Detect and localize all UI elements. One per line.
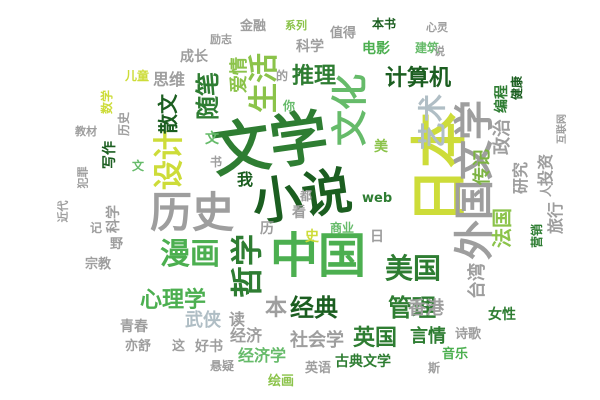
- word-ren: 人: [539, 184, 554, 198]
- word-read: 读: [229, 310, 246, 329]
- word-mei: 美: [374, 139, 388, 155]
- word-finance: 金融: [240, 19, 267, 34]
- word-ben: 本: [265, 296, 288, 321]
- word-martial-arts: 武侠: [185, 310, 221, 331]
- word-series: 系列: [285, 19, 307, 32]
- word-writing: 写作: [102, 141, 118, 169]
- word-math: 数学: [100, 89, 115, 115]
- word-this: 这: [172, 339, 186, 354]
- word-health: 健康: [510, 75, 525, 101]
- word-art: 艺术: [416, 93, 450, 151]
- word-travel: 旅行: [546, 201, 566, 235]
- word-thinking: 思维: [153, 70, 186, 89]
- word-shang: 商业: [330, 221, 355, 235]
- word-this-book: 本书: [372, 17, 397, 31]
- word-mystery: 推理: [292, 64, 337, 89]
- word-psychology: 心理学: [140, 288, 207, 313]
- word-research: 研究: [511, 161, 531, 195]
- word-investment: 投资: [536, 153, 556, 187]
- word-ri: 日: [370, 229, 384, 245]
- word-movie: 电影: [362, 41, 390, 57]
- word-shuo: 说: [434, 45, 445, 58]
- word-soul: 心灵: [426, 21, 448, 34]
- word-design: 设计: [152, 130, 187, 190]
- word-history: 历史: [150, 188, 235, 237]
- word-comics: 漫画: [160, 237, 220, 272]
- word-ye: 野: [110, 237, 124, 252]
- word-programming: 编程: [494, 85, 510, 113]
- word-poetry: 诗歌: [455, 327, 482, 342]
- word-economy: 经济: [230, 326, 263, 345]
- word-taiwan: 台湾: [467, 263, 488, 299]
- word-religion: 宗教: [85, 257, 112, 272]
- word-ji: 记: [90, 221, 103, 235]
- word-textbook: 教材: [75, 125, 97, 138]
- word-inspire: 励志: [210, 33, 232, 46]
- word-you: 你: [283, 99, 296, 113]
- word-life: 生活: [247, 53, 282, 113]
- word-crime: 犯罪: [76, 166, 90, 189]
- word-history-small: 历史: [117, 111, 132, 137]
- word-internet: 互联网: [557, 114, 568, 144]
- word-children: 儿童: [125, 69, 150, 83]
- word-yishu: 亦舒: [125, 339, 152, 354]
- word-classical-literature: 古典文学: [335, 354, 391, 370]
- word-economics: 经济学: [238, 346, 287, 365]
- word-classic: 经典: [290, 294, 338, 322]
- word-uk: 英国: [353, 326, 398, 351]
- word-youth: 青春: [120, 319, 148, 335]
- word-english: 英语: [305, 361, 332, 376]
- word-romance: 言情: [410, 326, 446, 347]
- word-management: 管理: [388, 294, 436, 322]
- word-essay: 随笔: [194, 72, 222, 120]
- word-kan: 看: [292, 205, 306, 221]
- word-architecture: 建筑: [415, 41, 440, 55]
- word-book: 书: [210, 155, 223, 169]
- word-culture: 文化: [330, 73, 372, 147]
- word-wen: 文: [205, 131, 219, 147]
- word-growth: 成长: [180, 49, 208, 65]
- word-de: 的: [276, 69, 289, 83]
- word-dou: 都: [300, 189, 313, 203]
- word-music: 音乐: [442, 347, 469, 362]
- word-biography: 传记: [472, 149, 493, 185]
- word-sociology: 社会学: [290, 330, 344, 351]
- word-web: web: [362, 191, 393, 206]
- word-good-books: 好书: [195, 339, 223, 355]
- word-me: 我: [237, 170, 254, 189]
- word-modern: 近代: [56, 200, 70, 223]
- word-love: 爱情: [229, 57, 250, 93]
- word-science-vertical: 科学: [106, 205, 122, 233]
- word-li: 历: [260, 221, 274, 237]
- word-si: 斯: [428, 361, 441, 375]
- word-france: 法国: [490, 208, 514, 248]
- word-painting: 绘画: [268, 374, 295, 389]
- word-china: 中国: [270, 228, 367, 284]
- word-politics: 政治: [492, 119, 513, 155]
- word-worth: 值得: [330, 26, 357, 41]
- word-philosophy: 哲学: [228, 233, 267, 299]
- word-usa: 美国: [385, 252, 442, 285]
- word-shi: 史: [305, 229, 319, 245]
- word-suspense: 悬疑: [210, 359, 235, 373]
- word-wen-small: 文: [132, 159, 145, 173]
- word-science: 科学: [296, 39, 324, 55]
- word-women: 女性: [488, 307, 516, 323]
- word-prose: 散文: [156, 94, 180, 134]
- word-marketing: 营销: [530, 223, 545, 249]
- word-hongkong: 香港: [408, 298, 444, 319]
- word-computer: 计算机: [385, 66, 452, 91]
